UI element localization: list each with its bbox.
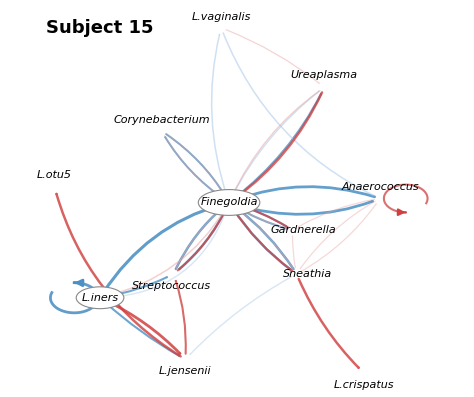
FancyArrowPatch shape — [226, 30, 319, 83]
Text: L.crispatus: L.crispatus — [334, 380, 394, 390]
FancyArrowPatch shape — [190, 277, 292, 355]
FancyArrowPatch shape — [106, 277, 167, 297]
FancyArrowPatch shape — [223, 33, 374, 195]
FancyArrowPatch shape — [235, 204, 286, 226]
Text: L.vaginalis: L.vaginalis — [191, 12, 251, 22]
FancyArrowPatch shape — [167, 135, 226, 198]
FancyArrowPatch shape — [234, 205, 286, 229]
Text: Sneathia: Sneathia — [283, 269, 332, 279]
FancyArrowPatch shape — [299, 279, 359, 368]
FancyArrowPatch shape — [105, 208, 226, 297]
FancyArrowPatch shape — [103, 205, 221, 293]
Text: L.iners: L.iners — [82, 293, 118, 303]
FancyArrowPatch shape — [231, 91, 319, 197]
FancyArrowPatch shape — [233, 209, 292, 271]
FancyArrowPatch shape — [179, 208, 227, 269]
FancyArrowPatch shape — [211, 35, 227, 197]
FancyArrowPatch shape — [178, 209, 226, 270]
FancyArrowPatch shape — [235, 207, 293, 269]
FancyArrowPatch shape — [235, 93, 322, 198]
FancyArrowPatch shape — [232, 207, 291, 270]
Text: L.jensenii: L.jensenii — [159, 366, 212, 376]
Text: L.otu5: L.otu5 — [37, 170, 72, 181]
FancyArrowPatch shape — [56, 194, 181, 357]
FancyArrowPatch shape — [165, 137, 225, 199]
FancyArrowPatch shape — [104, 301, 179, 356]
FancyArrowPatch shape — [236, 204, 288, 227]
FancyArrowPatch shape — [234, 201, 373, 214]
Text: Subject 15: Subject 15 — [46, 19, 154, 37]
Text: Corynebacterium: Corynebacterium — [113, 115, 210, 125]
Text: Gardnerella: Gardnerella — [271, 225, 337, 235]
FancyArrowPatch shape — [106, 209, 227, 297]
FancyArrowPatch shape — [292, 236, 295, 268]
FancyArrowPatch shape — [234, 94, 321, 199]
FancyArrowPatch shape — [176, 207, 223, 269]
FancyArrowPatch shape — [234, 206, 293, 268]
Text: Streptococcus: Streptococcus — [132, 281, 211, 291]
FancyArrowPatch shape — [166, 134, 225, 196]
FancyArrowPatch shape — [237, 187, 374, 200]
FancyArrowPatch shape — [176, 206, 225, 268]
Ellipse shape — [198, 190, 260, 215]
Text: Ureaplasma: Ureaplasma — [291, 70, 358, 81]
FancyArrowPatch shape — [301, 201, 375, 268]
Ellipse shape — [76, 287, 124, 309]
FancyArrowPatch shape — [235, 206, 287, 229]
Text: Finegoldia: Finegoldia — [201, 197, 258, 208]
FancyArrowPatch shape — [176, 281, 186, 354]
Text: Anaerococcus: Anaerococcus — [341, 182, 419, 193]
FancyArrowPatch shape — [301, 204, 376, 271]
FancyArrowPatch shape — [105, 300, 180, 353]
FancyArrowPatch shape — [298, 199, 374, 227]
FancyArrowPatch shape — [164, 136, 224, 199]
FancyArrowPatch shape — [232, 91, 320, 197]
